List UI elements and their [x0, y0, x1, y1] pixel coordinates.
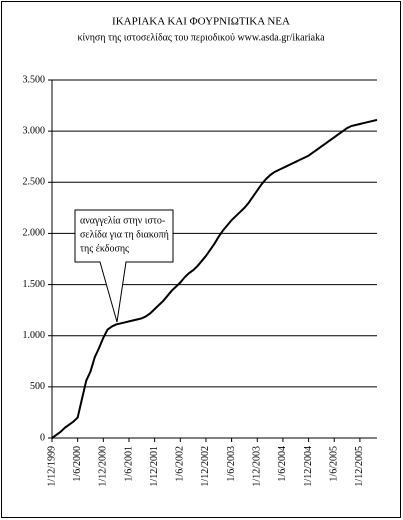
x-tick-label: 1/12/1999 — [46, 446, 57, 487]
x-tick-label: 1/6/2002 — [175, 446, 186, 482]
x-tick-label: 1/6/2001 — [123, 446, 134, 482]
x-tick-label: 1/6/2004 — [277, 446, 288, 482]
x-tick-label: 1/6/2003 — [226, 446, 237, 482]
x-tick-label: 1/12/2004 — [303, 446, 314, 487]
annotation-text: αναγγελία στην ιστο- — [80, 215, 165, 226]
y-tick-label: 3.500 — [23, 74, 46, 85]
y-tick-label: 500 — [30, 381, 45, 392]
x-tick-label: 1/12/2005 — [354, 446, 365, 487]
annotation-text: σελίδα για τη διακοπή — [80, 229, 169, 240]
x-tick-label: 1/12/2001 — [149, 446, 160, 487]
y-tick-label: 2.000 — [23, 228, 46, 239]
y-tick-label: 1.000 — [23, 330, 46, 341]
chart-subtitle: κίνηση της ιστοσελίδας του περιοδικού ww… — [77, 32, 325, 43]
y-tick-label: 3.000 — [23, 125, 46, 136]
x-tick-label: 1/12/2002 — [200, 446, 211, 487]
annotation-text: της έκδοσης — [80, 243, 129, 254]
x-tick-label: 1/6/2000 — [72, 446, 83, 482]
x-tick-label: 1/12/2000 — [98, 446, 109, 487]
callout — [74, 209, 174, 323]
y-tick-label: 2.500 — [23, 177, 46, 188]
data-line — [51, 118, 378, 439]
chart-title: ΙΚΑΡΙΑΚΑ ΚΑΙ ΦΟΥΡΝΙΩΤΙΚΑ ΝΕΑ — [112, 16, 290, 28]
x-tick-label: 1/6/2005 — [329, 446, 340, 482]
y-tick-label: 1.500 — [23, 279, 46, 290]
x-tick-label: 1/12/2003 — [252, 446, 263, 487]
y-tick-label: 0 — [40, 432, 45, 443]
